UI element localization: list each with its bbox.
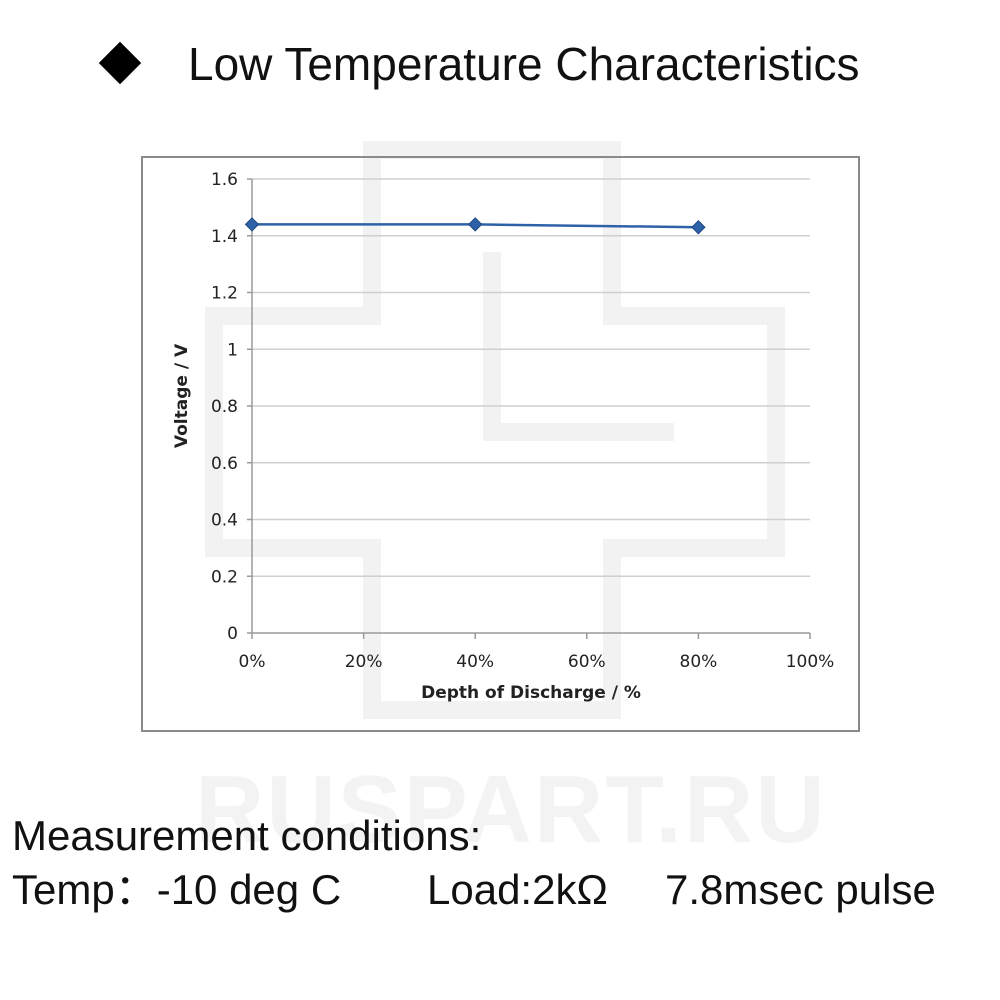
page-title: Low Temperature Characteristics bbox=[188, 38, 860, 90]
conditions-line: Temp：-10 deg C Load:2kΩ 7.8msec pulse bbox=[12, 866, 936, 914]
x-tick-label: 60% bbox=[568, 652, 606, 672]
y-tick-label: 0.6 bbox=[211, 454, 238, 474]
gridlines bbox=[252, 178, 810, 577]
x-axis-label: Depth of Discharge / % bbox=[421, 683, 641, 703]
y-tick-label: 0.2 bbox=[211, 567, 238, 587]
x-tick-label: 80% bbox=[680, 652, 718, 672]
x-tick-label: 20% bbox=[345, 652, 383, 672]
watermark-text: RUSPART.RU bbox=[195, 755, 827, 865]
condition-pulse: 7.8msec pulse bbox=[665, 866, 936, 913]
y-tick-label: 1 bbox=[227, 340, 238, 360]
y-tick-label: 0.8 bbox=[211, 397, 238, 417]
axes bbox=[247, 178, 811, 639]
chart-frame bbox=[141, 156, 860, 732]
data-point-marker bbox=[244, 217, 260, 232]
y-tick-label: 1.2 bbox=[211, 284, 238, 304]
y-tick-label: 0.4 bbox=[211, 511, 238, 531]
tick-labels: 0 0.2 0.4 0.6 0.8 1 1.2 1.4 1.6 0% 20% 40% 60% 80% 100… bbox=[211, 170, 834, 672]
y-tick-label: 1.4 bbox=[211, 227, 238, 247]
condition-load: Load:2kΩ bbox=[427, 866, 608, 913]
y-tick-label: 1.6 bbox=[211, 170, 238, 190]
y-axis-label: Voltage / V bbox=[172, 343, 192, 448]
series bbox=[244, 217, 706, 235]
data-point-marker bbox=[467, 217, 483, 232]
conditions-heading: Measurement conditions: bbox=[12, 812, 482, 859]
y-tick-label: 0 bbox=[227, 624, 238, 644]
x-tick-label: 0% bbox=[239, 652, 266, 672]
x-tick-label: 40% bbox=[456, 652, 494, 672]
x-tick-label: 100% bbox=[786, 652, 835, 672]
condition-temp: Temp：-10 deg C bbox=[12, 866, 342, 913]
data-point-marker bbox=[691, 220, 706, 235]
